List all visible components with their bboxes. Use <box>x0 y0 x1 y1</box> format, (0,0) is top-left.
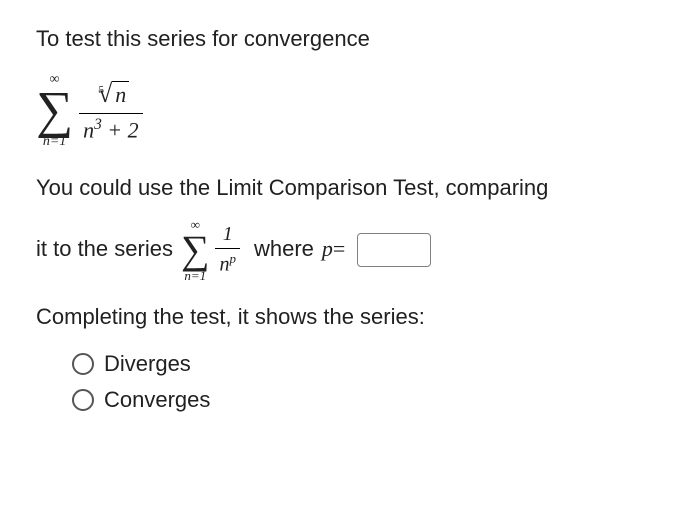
radio-icon[interactable] <box>72 353 94 375</box>
series-denominator: n3 + 2 <box>79 116 143 144</box>
comp-numerator: 1 <box>219 222 237 246</box>
where-text: where <box>254 234 314 265</box>
sigma2-symbol: ∑ <box>181 233 210 267</box>
lct-text: You could use the Limit Comparison Test,… <box>36 173 548 204</box>
fifth-root: 5 √ n <box>92 78 129 109</box>
sigma-comparison: ∞ ∑ n=1 <box>181 218 210 282</box>
comparison-fraction: 1 np <box>215 222 240 277</box>
comp-denominator: np <box>215 251 240 277</box>
series-numerator: 5 √ n <box>88 78 133 111</box>
fraction-bar <box>79 113 143 114</box>
sigma2-lower: n=1 <box>184 269 206 282</box>
option-label: Converges <box>104 387 210 413</box>
sigma-main: ∞ ∑ n=1 <box>36 73 73 149</box>
option-label: Diverges <box>104 351 191 377</box>
root-index: 5 <box>98 84 104 97</box>
radio-icon[interactable] <box>72 389 94 411</box>
lct-line: You could use the Limit Comparison Test,… <box>36 173 664 204</box>
sigma-symbol: ∑ <box>36 89 73 133</box>
option-diverges[interactable]: Diverges <box>72 351 664 377</box>
lct-formula-line: it to the series ∞ ∑ n=1 1 np where p= <box>36 218 664 282</box>
p-equals: p= <box>322 234 345 265</box>
root-radicand: n <box>112 81 129 108</box>
completing-text: Completing the test, it shows the series… <box>36 302 664 333</box>
p-input[interactable] <box>357 233 431 267</box>
option-converges[interactable]: Converges <box>72 387 664 413</box>
series-formula: ∞ ∑ n=1 5 √ n n3 + 2 <box>36 73 664 149</box>
comp-bar <box>215 248 240 249</box>
series-fraction: 5 √ n n3 + 2 <box>79 78 143 144</box>
radio-options: Diverges Converges <box>36 351 664 413</box>
comparison-series: ∞ ∑ n=1 1 np <box>181 218 246 282</box>
sigma-lower: n=1 <box>43 135 66 149</box>
intro-text: To test this series for convergence <box>36 24 664 55</box>
lct-continuation: it to the series <box>36 234 173 265</box>
